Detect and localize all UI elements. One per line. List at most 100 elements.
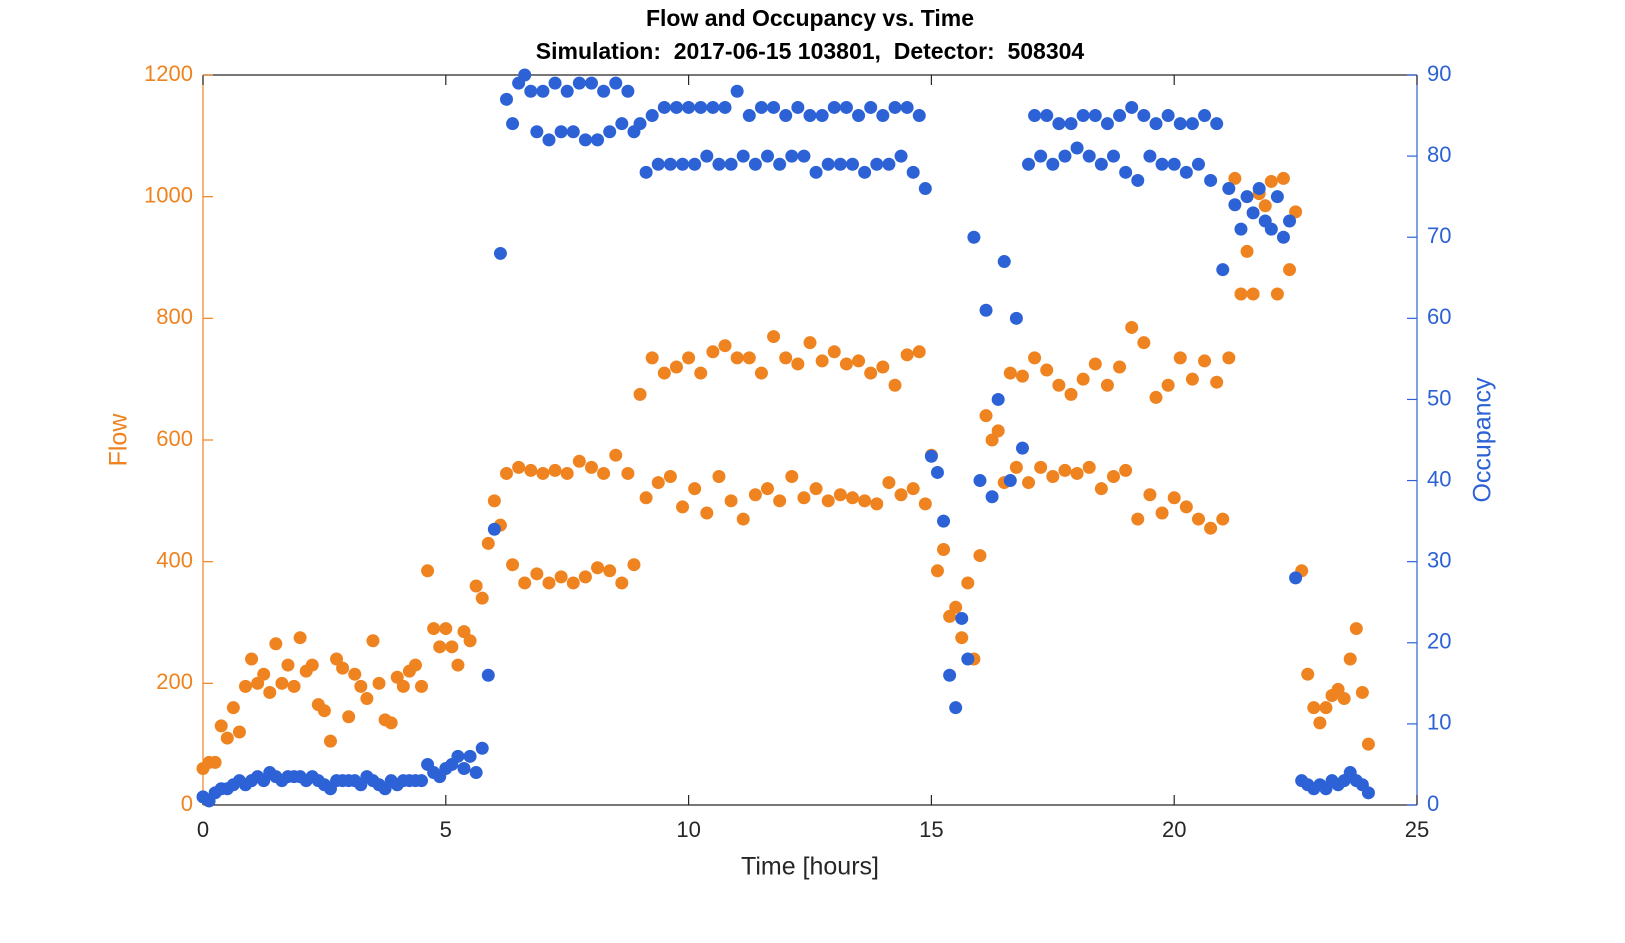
- point: [1040, 109, 1054, 123]
- point: [487, 494, 501, 508]
- point: [773, 494, 787, 508]
- point: [797, 149, 811, 163]
- y-tick-label: 600: [156, 426, 193, 451]
- point: [220, 731, 234, 745]
- y2-tick-label: 20: [1427, 629, 1451, 654]
- y-tick-label: 1000: [144, 182, 193, 207]
- point: [323, 734, 337, 748]
- point: [621, 466, 635, 480]
- point: [621, 84, 635, 98]
- point: [785, 470, 799, 483]
- point: [797, 491, 811, 505]
- point: [1222, 351, 1236, 365]
- point: [821, 494, 835, 508]
- point: [1119, 463, 1133, 477]
- point: [657, 100, 671, 114]
- point: [1034, 460, 1048, 474]
- point: [1058, 149, 1072, 163]
- point: [852, 354, 866, 368]
- point: [1283, 214, 1297, 228]
- point: [943, 609, 957, 623]
- point: [645, 109, 659, 123]
- point: [1137, 109, 1151, 123]
- point: [1191, 157, 1205, 171]
- point: [663, 470, 677, 483]
- y2-tick-label: 90: [1427, 61, 1451, 86]
- point: [791, 357, 805, 371]
- point: [1131, 512, 1145, 526]
- point: [858, 165, 872, 179]
- y2-tick-label: 30: [1427, 547, 1451, 572]
- point: [858, 494, 872, 508]
- point: [1246, 206, 1260, 220]
- point: [724, 494, 738, 508]
- point: [1076, 109, 1090, 123]
- point: [821, 157, 835, 171]
- point: [761, 149, 775, 163]
- point: [712, 470, 726, 483]
- point: [572, 76, 586, 90]
- point: [372, 676, 386, 690]
- point: [469, 579, 483, 593]
- point: [1167, 157, 1181, 171]
- point: [433, 640, 447, 654]
- point: [1240, 244, 1254, 258]
- point: [930, 465, 944, 479]
- point: [1361, 786, 1375, 800]
- point: [1015, 369, 1029, 383]
- point: [767, 330, 781, 344]
- point: [761, 482, 775, 496]
- point: [317, 704, 331, 718]
- point: [736, 512, 750, 526]
- point: [536, 84, 550, 98]
- point: [584, 76, 598, 90]
- point: [1119, 165, 1133, 179]
- point: [518, 68, 532, 82]
- point: [1143, 488, 1157, 502]
- y2-tick-label: 40: [1427, 466, 1451, 491]
- point: [833, 157, 847, 171]
- point: [682, 351, 696, 365]
- point: [943, 668, 957, 682]
- point: [669, 100, 683, 114]
- point: [566, 125, 580, 139]
- point: [226, 701, 240, 715]
- point: [1125, 320, 1139, 334]
- point: [639, 165, 653, 179]
- point: [554, 570, 568, 584]
- point: [827, 100, 841, 114]
- point: [1216, 263, 1230, 277]
- point: [1198, 354, 1212, 368]
- point: [609, 76, 623, 90]
- point: [937, 514, 951, 528]
- point: [876, 109, 890, 123]
- point: [1301, 667, 1315, 681]
- point: [348, 667, 362, 681]
- point: [360, 692, 374, 706]
- point: [396, 679, 410, 693]
- point: [1028, 109, 1042, 123]
- point: [1064, 387, 1078, 401]
- point: [833, 488, 847, 502]
- point: [1125, 100, 1139, 114]
- point: [815, 354, 829, 368]
- point: [1343, 652, 1357, 666]
- point: [421, 564, 435, 578]
- point: [1113, 109, 1127, 123]
- point: [500, 466, 513, 480]
- point: [985, 490, 999, 504]
- point: [493, 246, 507, 260]
- point: [955, 611, 969, 625]
- point: [894, 149, 908, 163]
- point: [330, 652, 344, 666]
- y2-tick-label: 10: [1427, 710, 1451, 735]
- point: [1015, 441, 1029, 455]
- point: [1009, 311, 1023, 325]
- x-tick-label: 15: [919, 817, 943, 842]
- point: [888, 378, 902, 392]
- point: [1313, 716, 1327, 730]
- point: [451, 749, 465, 763]
- point: [633, 387, 647, 401]
- point: [457, 625, 471, 639]
